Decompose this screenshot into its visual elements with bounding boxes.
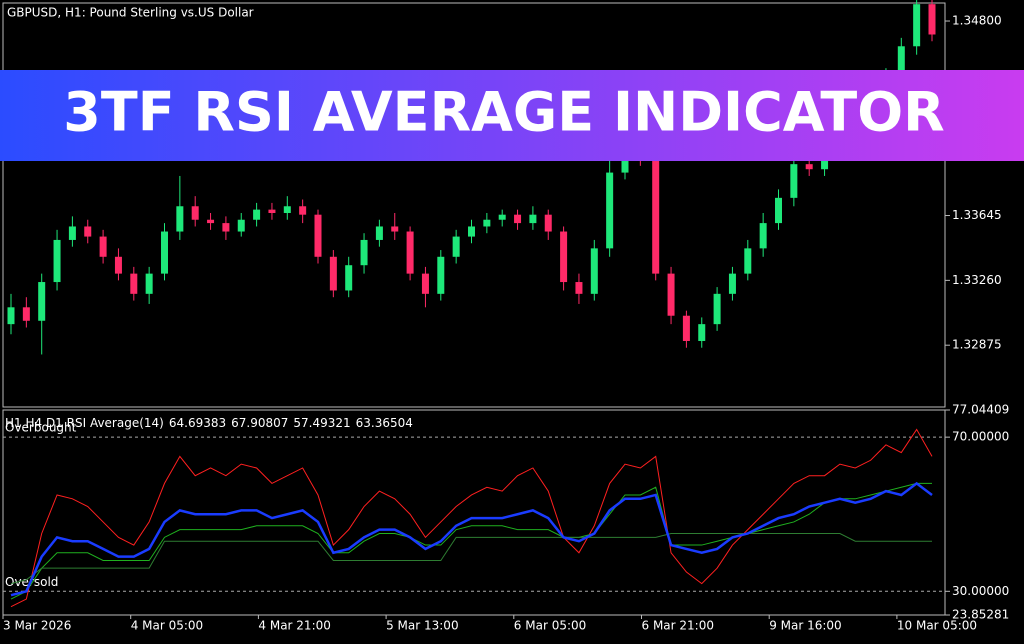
x-tick-label: 9 Mar 16:00 [769, 619, 842, 633]
candle-body [53, 239, 61, 283]
candle-body [468, 226, 475, 237]
indicator-value: 64.69383 [169, 416, 226, 430]
candle-body [744, 248, 752, 274]
candle-body [7, 307, 15, 325]
candle-body [498, 214, 506, 220]
candle-body [621, 155, 629, 173]
x-tick-label: 4 Mar 21:00 [258, 619, 331, 633]
candle-body [222, 223, 230, 232]
candle-body [544, 214, 552, 232]
candle-body [99, 236, 107, 257]
candle-body [268, 209, 276, 213]
candle-body [514, 214, 522, 224]
candle-body [360, 239, 368, 266]
candle-body [790, 164, 798, 198]
candle-body [406, 231, 414, 274]
candle-body [299, 206, 307, 215]
candle-body [590, 248, 598, 294]
rsi-line [10, 532, 932, 585]
candle-body [805, 164, 813, 170]
x-tick-label: 3 Mar 2026 [3, 619, 71, 633]
candle-body [283, 206, 291, 213]
candle-body [483, 219, 491, 227]
banner-text: 3TF RSI AVERAGE INDICATOR [63, 81, 944, 144]
candle-body [191, 206, 199, 220]
candle-body [775, 197, 782, 224]
y-tick-label: 1.33645 [952, 208, 1002, 222]
candle-body [237, 219, 245, 232]
plot-layer: 1.348001.336451.332601.32875OverboughtOv… [2, 0, 1009, 633]
candle-body [759, 223, 767, 249]
candle-body [728, 273, 736, 294]
candle-body [529, 214, 537, 224]
candle-body [667, 273, 675, 316]
indicator-pane [2, 409, 946, 616]
candle-body [897, 46, 905, 75]
candle-body [437, 256, 445, 294]
candle-body [560, 231, 568, 283]
y-tick-label: 1.34800 [952, 14, 1002, 28]
indicator-value: 57.49321 [293, 416, 350, 430]
candle-body [421, 273, 429, 294]
indicator-header: H1 H4 D1 RSI Average(14) 64.69383 67.90807… [5, 416, 413, 430]
candle-body [176, 206, 184, 232]
candle-body [713, 293, 721, 325]
candle-body [253, 209, 261, 220]
candle-body [652, 159, 660, 274]
indicator-value: 63.36504 [356, 416, 413, 430]
indicator-title: H1 H4 D1 RSI Average(14) [5, 416, 164, 430]
candle-body [84, 226, 92, 237]
candle-body [68, 226, 76, 240]
y-tick-label: 77.04409 [952, 403, 1009, 417]
y-tick-label: 70.00000 [952, 430, 1009, 444]
candle-body [22, 307, 30, 321]
x-tick-label: 10 Mar 05:00 [897, 619, 977, 633]
candle-body [161, 231, 168, 274]
banner [0, 70, 1024, 161]
candle-body [606, 172, 614, 249]
candle-body [345, 265, 353, 291]
candle-body [452, 236, 460, 257]
candle-body [145, 273, 153, 294]
rsi-line [10, 428, 933, 608]
indicator-value: 67.90807 [231, 416, 288, 430]
candle-body [698, 324, 706, 341]
x-tick-label: 5 Mar 13:00 [386, 619, 459, 633]
candle-body [913, 4, 921, 47]
candle-body [207, 219, 215, 224]
candle-body [575, 282, 583, 294]
candle-body [682, 315, 690, 341]
candle-body [928, 4, 936, 35]
candle-body [375, 226, 383, 240]
y-tick-label: 23.85281 [952, 608, 1009, 622]
candle-body [130, 273, 138, 294]
y-tick-label: 30.00000 [952, 584, 1009, 598]
y-tick-label: 1.32875 [952, 338, 1002, 352]
x-tick-label: 6 Mar 05:00 [514, 619, 587, 633]
candle-body [391, 226, 399, 232]
y-tick-label: 1.33260 [952, 273, 1002, 287]
x-tick-label: 6 Mar 21:00 [642, 619, 715, 633]
rsi-line [10, 481, 933, 597]
price-pane [2, 2, 946, 408]
symbol-title: GBPUSD, H1: Pound Sterling vs.US Dollar [7, 6, 254, 20]
candle-body [38, 282, 46, 321]
rsi-line [10, 482, 932, 600]
candle-body [314, 214, 322, 257]
candle-body [329, 256, 337, 291]
x-tick-label: 4 Mar 05:00 [131, 619, 204, 633]
candle-body [114, 256, 122, 274]
level-label: Overbought [5, 421, 77, 435]
